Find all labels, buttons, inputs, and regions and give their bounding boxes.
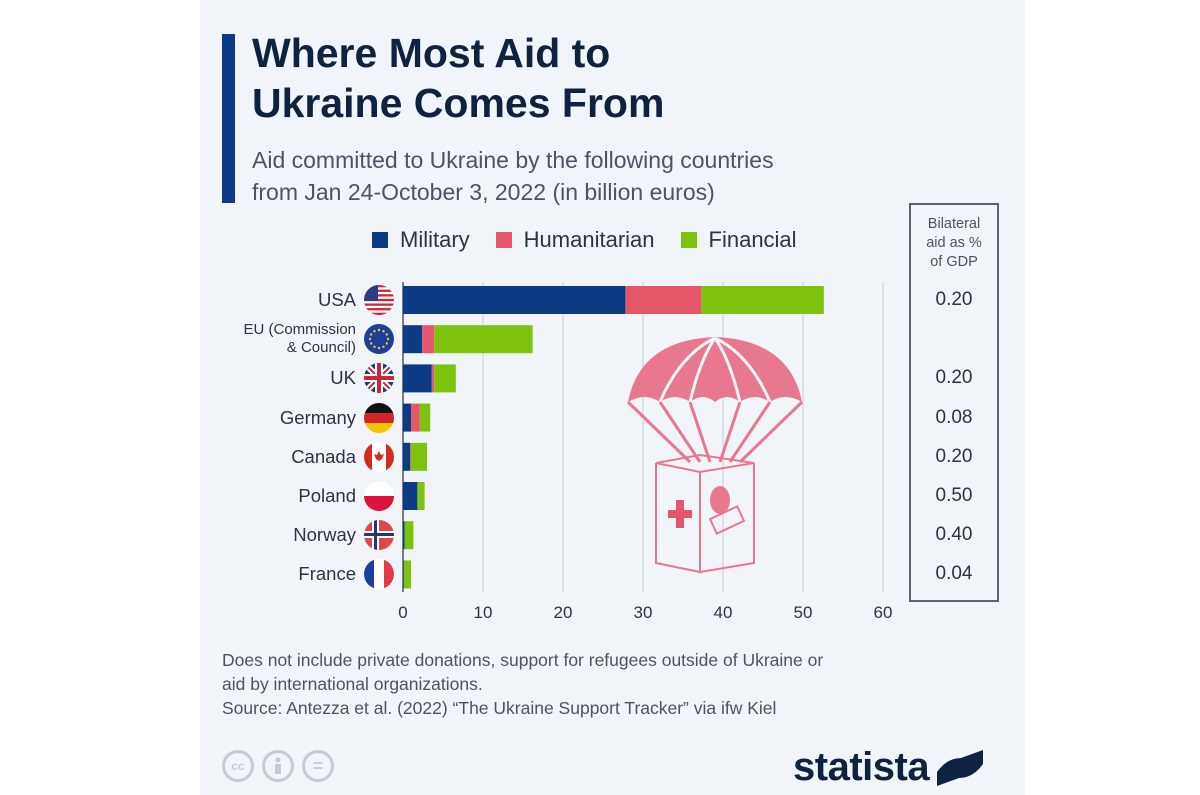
- equals-glyph: =: [312, 755, 324, 776]
- category-label: France: [298, 563, 356, 585]
- x-tick-label: 0: [398, 603, 407, 622]
- legend-label-humanitarian: Humanitarian: [523, 227, 655, 252]
- category-label: Norway: [293, 524, 356, 546]
- legend-item-humanitarian: Humanitarian: [495, 227, 655, 253]
- bar-military: [403, 403, 411, 432]
- gdp-header-line-3: of GDP: [930, 254, 978, 270]
- x-tick-label: 60: [874, 603, 893, 622]
- gdp-share-value: 0.04: [935, 563, 973, 585]
- gdp-header-line-1: Bilateral: [927, 216, 981, 232]
- x-tick-label: 20: [554, 603, 573, 622]
- bar-military: [403, 325, 423, 354]
- chart-legend: Military Humanitarian Financial: [372, 226, 823, 254]
- category-label: Canada: [291, 445, 356, 467]
- no-derivatives-icon[interactable]: =: [302, 750, 334, 782]
- x-tick-label: 50: [794, 603, 813, 622]
- bar-military: [403, 560, 404, 589]
- chart-title: Where Most Aid to Ukraine Comes From: [252, 28, 952, 128]
- footnote-line-1: Does not include private donations, supp…: [222, 650, 824, 670]
- bar-humanitarian: [411, 403, 420, 432]
- gdp-share-value: 0.20: [935, 367, 973, 389]
- bar-humanitarian: [410, 442, 411, 471]
- parachute-aid-box-illustration: [626, 336, 804, 574]
- legend-swatch-humanitarian: [495, 232, 512, 248]
- bar-military: [403, 364, 432, 393]
- license-icons: cc =: [222, 750, 342, 782]
- parachute-cords: [626, 400, 804, 464]
- bar-humanitarian: [431, 364, 435, 393]
- footnote-line-2: aid by international organizations.: [222, 674, 483, 694]
- bar-financial: [417, 482, 425, 510]
- brand-name: statista: [793, 745, 930, 789]
- canada-flag-icon: [364, 441, 394, 472]
- gdp-share-value: 0.40: [935, 524, 973, 546]
- bar-financial: [434, 325, 533, 354]
- category-label: Poland: [298, 485, 356, 506]
- gdp-share-value: 0.20: [935, 289, 973, 310]
- chart-subtitle: Aid committed to Ukraine by the followin…: [252, 144, 932, 208]
- gdp-share-value: 0.20: [935, 445, 973, 467]
- gdp-share-value: 0.50: [935, 485, 973, 506]
- category-label: USA: [317, 289, 356, 310]
- legend-item-military: Military: [372, 227, 470, 253]
- bar-military: [403, 442, 411, 471]
- germany-flag-icon: [364, 402, 394, 433]
- subtitle-line-1: Aid committed to Ukraine by the followin…: [252, 147, 774, 173]
- bar-humanitarian: [422, 325, 435, 354]
- gdp-share-table: Bilateral aid as % of GDP 0.20 0.20 0.08 0.…: [909, 203, 999, 602]
- bar-financial: [419, 403, 431, 432]
- red-cross-icon: [668, 500, 692, 528]
- category-label: Germany: [279, 406, 356, 428]
- bar-military: [403, 286, 626, 314]
- banknote-icon: [708, 505, 746, 535]
- x-tick-label: 40: [714, 603, 733, 622]
- legend-label-financial: Financial: [708, 227, 797, 252]
- title-accent-bar: [222, 34, 235, 203]
- grenade-icon: [710, 486, 730, 514]
- eu-flag-icon: [364, 324, 394, 355]
- canopy-ribs: [658, 336, 772, 403]
- gdp-share-value: 0.08: [935, 406, 973, 428]
- usa-flag-icon: [364, 285, 394, 315]
- legend-item-financial: Financial: [680, 227, 797, 253]
- title-line-2: Ukraine Comes From: [252, 80, 665, 126]
- bar-humanitarian: [625, 286, 702, 314]
- gdp-header-line-2: aid as %: [926, 235, 982, 251]
- norway-flag-icon: [364, 520, 394, 551]
- bar-financial: [403, 560, 411, 589]
- category-label: EU (Commission & Council): [243, 321, 356, 357]
- bar-financial: [701, 286, 824, 314]
- infographic-card: [200, 0, 1025, 795]
- bar-military: [403, 482, 418, 510]
- aid-box-icon: [655, 453, 755, 574]
- x-tick-label: 30: [634, 603, 653, 622]
- category-label: UK: [330, 367, 356, 389]
- cc-icon-label: cc: [231, 759, 245, 773]
- uk-flag-icon: [364, 363, 394, 394]
- bar-financial: [434, 364, 456, 393]
- parachute-canopy-icon: [628, 337, 802, 402]
- subtitle-line-2: from Jan 24-October 3, 2022 (in billion …: [252, 179, 715, 205]
- statista-logo[interactable]: statista: [793, 745, 984, 790]
- bar-military: [403, 521, 405, 550]
- title-line-1: Where Most Aid to: [252, 30, 611, 76]
- bar-financial: [404, 521, 414, 550]
- footnote: Does not include private donations, supp…: [222, 648, 1002, 696]
- gdp-table-header: Bilateral aid as % of GDP: [911, 215, 997, 272]
- bar-financial: [411, 442, 427, 471]
- cc-icon[interactable]: cc: [222, 750, 254, 782]
- x-tick-label: 10: [474, 603, 493, 622]
- france-flag-icon: [364, 559, 394, 590]
- person-icon: [275, 757, 281, 774]
- legend-swatch-financial: [680, 232, 697, 248]
- attribution-icon[interactable]: [262, 750, 294, 782]
- legend-label-military: Military: [400, 227, 470, 252]
- statista-logo-icon: [937, 749, 984, 786]
- legend-swatch-military: [372, 232, 388, 248]
- source-text: Source: Antezza et al. (2022) “The Ukrai…: [222, 698, 777, 718]
- poland-flag-icon: [364, 481, 394, 511]
